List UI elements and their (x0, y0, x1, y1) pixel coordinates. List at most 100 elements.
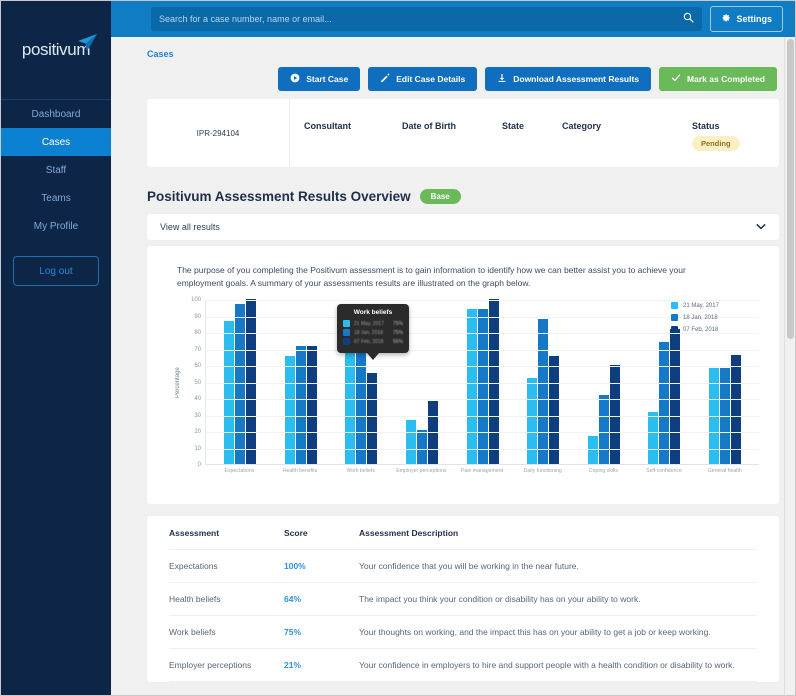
chart-y-tick: 50 (194, 379, 201, 386)
legend-swatch-icon (343, 338, 350, 346)
sidebar-item-teams[interactable]: Teams (1, 184, 111, 212)
sidebar: positivum Dashboard Cases Staff Teams My… (1, 1, 111, 695)
chart-bar[interactable] (477, 309, 488, 465)
vertical-scrollbar[interactable] (784, 37, 795, 695)
chart-x-axis-labels: Expectations Health benefits Work beliefs E… (205, 468, 759, 476)
chart-legend-label: 18 Jan, 2018 (683, 314, 718, 321)
chart-bar[interactable] (598, 395, 609, 465)
chart-bar-group[interactable] (271, 300, 332, 465)
assessment-name: Work beliefs (169, 627, 216, 638)
chart-bar[interactable] (538, 319, 549, 465)
sidebar-item-cases[interactable]: Cases (1, 128, 111, 156)
search-icon[interactable] (683, 10, 695, 28)
chart-bar[interactable] (405, 419, 416, 465)
chevron-down-icon[interactable] (756, 222, 766, 232)
chart-legend-item[interactable]: 18 Jan, 2018 (671, 314, 757, 322)
chart-bar[interactable] (730, 354, 741, 465)
logout-button[interactable]: Log out (13, 256, 99, 286)
breadcrumb[interactable]: Cases (147, 49, 174, 59)
table-row[interactable]: Expectations 100% Your confidence that you… (169, 550, 757, 584)
chart-bar[interactable] (659, 342, 670, 465)
chart-bar-group[interactable] (513, 300, 574, 465)
chart-legend-item[interactable]: 21 May, 2017 (671, 302, 757, 310)
chart-legend-label: 07 Feb, 2018 (683, 326, 719, 333)
chart-bar[interactable] (587, 436, 598, 465)
sidebar-item-label: Dashboard (31, 108, 81, 120)
sidebar-item-label: Staff (45, 164, 67, 176)
base-badge: Base (419, 189, 461, 204)
chart-bar[interactable] (609, 365, 620, 465)
chart-bar[interactable] (527, 377, 538, 465)
chart-bar[interactable] (670, 329, 681, 465)
chart-bar-group[interactable] (452, 299, 513, 465)
button-label: Start Case (306, 74, 349, 84)
chart-bar[interactable] (306, 345, 317, 465)
chart-tooltip-value: 56% (392, 338, 403, 345)
legend-swatch-icon (343, 320, 350, 328)
chart-bar[interactable] (295, 345, 306, 465)
chart-tooltip-title: Work beliefs (353, 309, 393, 317)
chart-bar[interactable] (345, 340, 356, 465)
chart-bar[interactable] (356, 340, 367, 465)
chart-bar[interactable] (549, 356, 560, 465)
table-row[interactable]: Employer perceptions 21% Your confidence i… (169, 649, 757, 683)
chart-bar[interactable] (416, 429, 427, 465)
chart-bar[interactable] (224, 320, 235, 465)
logo-wordmark: positivum (21, 40, 91, 59)
chart-bar[interactable] (246, 299, 257, 465)
button-label: Edit Case Details (396, 74, 466, 84)
chart-bar-group[interactable] (210, 299, 271, 465)
assessment-bar-chart: Percentage 0 10 20 30 40 50 60 70 80 90 100 Work b… (173, 297, 759, 494)
chart-bar[interactable] (235, 304, 246, 465)
chart-bar[interactable] (284, 356, 295, 465)
sidebar-item-staff[interactable]: Staff (1, 156, 111, 184)
chart-intro-text: The purpose of you completing the Positi… (177, 265, 686, 289)
chart-bar-group[interactable] (331, 300, 392, 465)
logout-label: Log out (39, 265, 73, 277)
chart-bar[interactable] (466, 309, 477, 465)
table-row[interactable]: Health beliefs 64% The impact you think yo… (169, 583, 757, 617)
settings-button[interactable]: Settings (710, 6, 783, 32)
chart-gridline (206, 448, 759, 450)
case-id-cell: IPR-294104 (147, 99, 290, 167)
assessment-score: 100% (284, 561, 306, 572)
chart-legend-item[interactable]: 07 Feb, 2018 (671, 326, 757, 334)
start-case-button[interactable]: Start Case (278, 67, 361, 91)
search-input[interactable] (159, 14, 684, 24)
chart-x-tick-label: Employer perceptions (396, 468, 447, 475)
assessment-score: 21% (284, 660, 302, 671)
legend-swatch-icon (671, 302, 678, 310)
chart-y-tick: 60 (194, 363, 201, 370)
chart-y-tick: 20 (194, 429, 201, 436)
case-column-state: State (502, 121, 525, 131)
chart-bar[interactable] (488, 299, 499, 465)
chart-y-tick: 10 (194, 445, 201, 452)
chart-gridline (206, 415, 759, 417)
chart-bar[interactable] (367, 372, 378, 465)
sidebar-item-my-profile[interactable]: My Profile (1, 212, 111, 240)
edit-case-details-button[interactable]: Edit Case Details (368, 67, 478, 91)
chart-gridline (206, 349, 759, 351)
assessment-description: Your confidence in employers to hire and… (359, 660, 735, 671)
chart-bar[interactable] (648, 412, 659, 465)
sidebar-item-dashboard[interactable]: Dashboard (1, 100, 111, 128)
chart-bar-group[interactable] (634, 300, 695, 465)
scrollbar-thumb[interactable] (787, 39, 794, 339)
assessment-name: Health beliefs (169, 594, 221, 605)
chart-legend: 21 May, 2017 18 Jan, 2018 07 Feb, 2018 (671, 302, 757, 338)
chart-tooltip-row: 18 Jan, 2018 75% (343, 329, 403, 337)
download-assessment-results-button[interactable]: Download Assessment Results (485, 67, 652, 91)
chart-plot-area: Work beliefs 21 May, 2017 75% 18 Jan, 20… (205, 299, 759, 466)
chart-bar-group[interactable] (573, 300, 634, 465)
main-pane: Settings Cases Start Case (111, 1, 795, 695)
case-column-consultant: Consultant (304, 121, 351, 131)
search-container[interactable] (151, 7, 703, 31)
case-column-date-of-birth: Date of Birth (402, 121, 456, 131)
chart-x-tick-label: Expectations (224, 468, 255, 475)
chart-gridline (206, 382, 759, 384)
app-logo: positivum (1, 1, 111, 99)
view-all-results-dropdown[interactable]: View all results (147, 214, 779, 240)
table-row[interactable]: Work beliefs 75% Your thoughts on working,… (169, 616, 757, 650)
mark-as-completed-button[interactable]: Mark as Completed (659, 67, 777, 91)
